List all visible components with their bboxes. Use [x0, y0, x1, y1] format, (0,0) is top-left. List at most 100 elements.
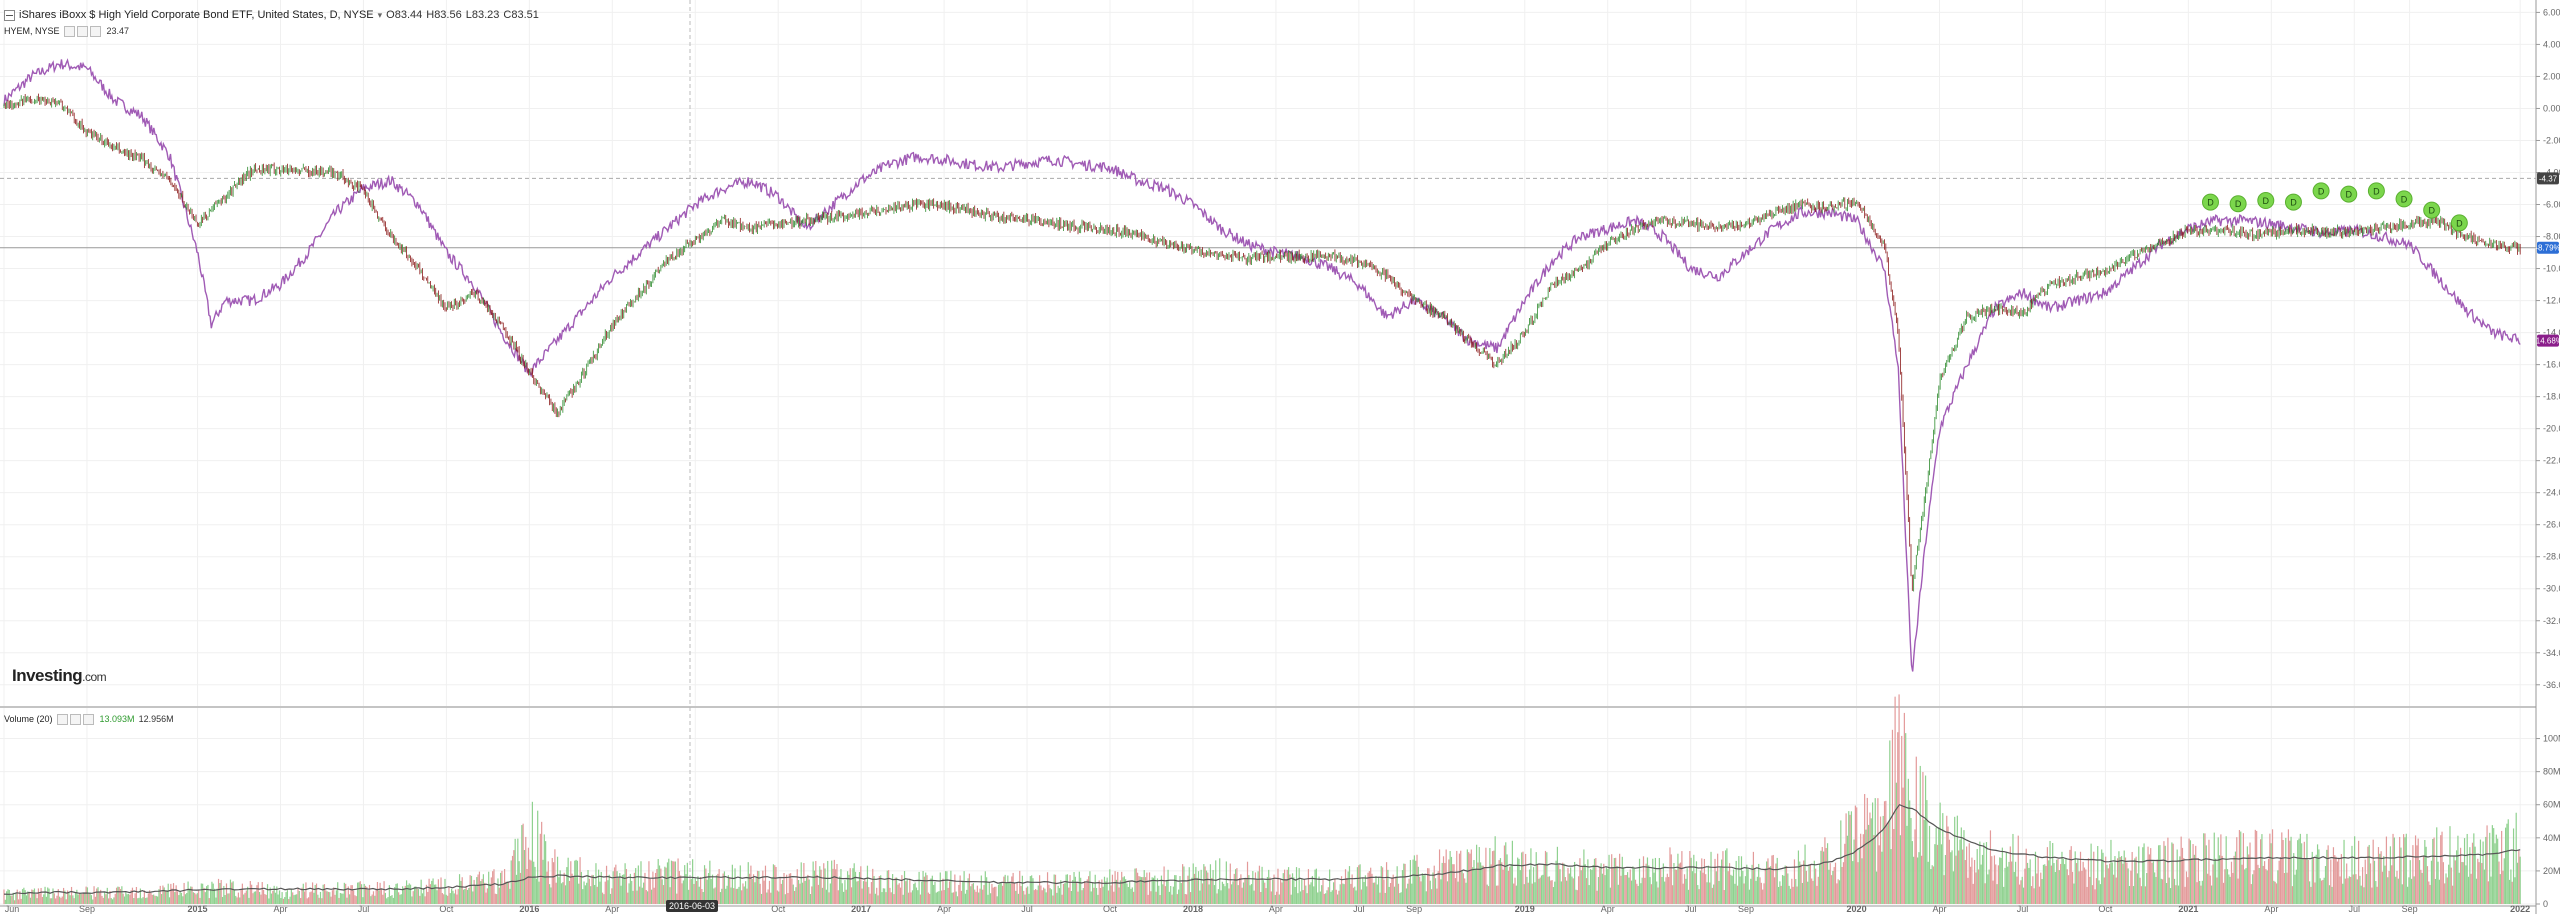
volume-bar [183, 882, 185, 904]
volume-bar [159, 885, 161, 904]
volume-bar [2017, 835, 2019, 904]
volume-bar [480, 881, 482, 904]
volume-bar [1313, 886, 1315, 904]
volume-bar [586, 882, 588, 904]
settings-icon[interactable] [76, 26, 88, 38]
volume-bar [178, 895, 180, 904]
volume-bar [2257, 864, 2259, 904]
volume-bar [227, 893, 229, 904]
dividend-marker[interactable]: D [2367, 182, 2385, 200]
volume-bar [192, 892, 194, 904]
volume-bar [286, 890, 289, 904]
volume-bar [139, 888, 142, 904]
volume-bar [823, 863, 825, 904]
volume-bar [1347, 871, 1349, 904]
volume-bar [1102, 886, 1104, 904]
dividend-marker[interactable]: D [2284, 193, 2302, 211]
dividend-marker[interactable]: D [2395, 190, 2413, 208]
volume-bar [2309, 881, 2311, 904]
volume-bar [1438, 849, 1441, 904]
volume-bar [613, 867, 616, 904]
volume-bar [101, 895, 103, 904]
volume-bar [1821, 846, 1823, 904]
volume-bar [2448, 864, 2450, 904]
price-axis[interactable]: 6.00%4.00%2.00%0.00%-2.00%-4.00%-6.00%-8… [2536, 7, 2560, 690]
volume-bar [635, 868, 637, 904]
volume-bar [198, 890, 200, 904]
chevron-down-icon[interactable]: ▾ [377, 10, 383, 20]
time-axis[interactable]: JunSep2015AprJulOct2016AprJulOct2017AprJ… [5, 904, 2530, 914]
volume-bar [2046, 847, 2048, 904]
volume-bar [1661, 876, 1663, 904]
settings-icon[interactable] [69, 714, 81, 726]
volume-bar [1964, 860, 1966, 904]
volume-bar [2383, 856, 2385, 904]
dividend-marker[interactable]: D [2312, 182, 2330, 200]
volume-bar [1094, 874, 1096, 904]
dividend-marker[interactable]: D [2450, 214, 2468, 232]
dividend-marker[interactable]: D [2423, 201, 2441, 219]
volume-bar [1969, 866, 1972, 904]
close-value: C83.51 [503, 9, 539, 21]
volume-bar [257, 882, 259, 904]
volume-bar [2246, 846, 2248, 904]
volume-bar [1838, 880, 1841, 904]
volume-bar [151, 894, 153, 904]
dividend-marker[interactable]: D [2340, 185, 2358, 203]
volume-bar [2233, 855, 2235, 904]
volume-bar [2106, 864, 2108, 904]
volume-bar [584, 885, 586, 904]
volume-bar [1245, 879, 1247, 904]
dividend-marker[interactable]: D [2201, 193, 2219, 211]
volume-bar [1106, 877, 1108, 904]
volume-bar [1930, 869, 1932, 904]
volume-bar [423, 887, 425, 904]
volume-bar [391, 895, 393, 904]
eye-icon[interactable] [56, 714, 68, 726]
volume-bar [1140, 877, 1143, 904]
dividend-marker[interactable]: D [2257, 192, 2275, 210]
volume-bar [2384, 865, 2386, 904]
volume-bar [163, 887, 165, 904]
volume-bar [930, 878, 932, 904]
volume-bar [1791, 878, 1793, 904]
volume-bar [2474, 846, 2476, 904]
volume-bar [549, 884, 551, 904]
volume-bar [1726, 848, 1728, 904]
volume-bar [412, 891, 414, 904]
volume-bar [2008, 861, 2010, 904]
volume-bar [837, 890, 839, 904]
volume-bar [431, 880, 433, 904]
volume-bar [1570, 867, 1572, 904]
volume-bar [2482, 841, 2484, 904]
volume-bar [1633, 868, 1635, 904]
eye-icon[interactable] [63, 26, 75, 38]
volume-bar [297, 887, 299, 904]
volume-bar [1717, 853, 1719, 904]
volume-bar [251, 884, 253, 904]
volume-bar [2150, 848, 2152, 904]
volume-bar [2463, 838, 2466, 904]
volume-bar [1215, 860, 1217, 904]
volume-bar [1828, 869, 1830, 904]
volume-bar [1885, 800, 1887, 904]
collapse-icon[interactable] [4, 9, 15, 21]
volume-bar [542, 859, 544, 904]
close-icon[interactable] [82, 714, 94, 726]
volume-bar [351, 885, 353, 904]
volume-bar [1302, 890, 1304, 904]
volume-bar [202, 883, 204, 904]
volume-bar [2270, 843, 2272, 904]
volume-bar [1332, 882, 1335, 904]
volume-bar [1619, 853, 1621, 904]
volume-axis[interactable]: 020M40M60M80M100M [2536, 734, 2560, 909]
volume-bar [2124, 857, 2127, 904]
volume-bar [611, 888, 613, 904]
volume-bar [1393, 886, 1396, 904]
volume-bar [1813, 860, 1815, 904]
volume-bar [2126, 862, 2128, 904]
close-icon[interactable] [89, 26, 101, 38]
dividend-marker[interactable]: D [2229, 195, 2247, 213]
volume-bar [831, 860, 833, 904]
